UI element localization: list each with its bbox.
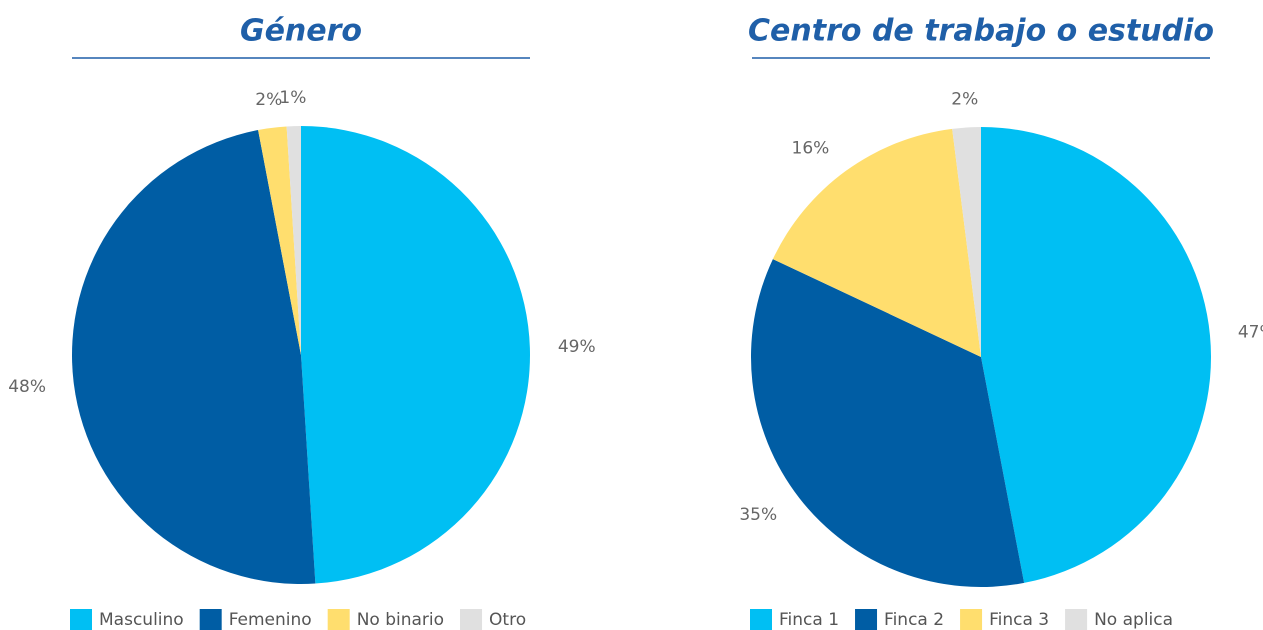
- legend-label: Otro: [489, 610, 526, 630]
- data-label: 48%: [8, 377, 46, 397]
- data-label: 16%: [792, 138, 830, 158]
- legend-swatch: [855, 609, 878, 630]
- legend-swatch: [70, 609, 92, 630]
- pie-slice: [258, 126, 301, 356]
- pie-slice: [751, 259, 1025, 587]
- legend-label: Masculino: [99, 610, 184, 630]
- data-label: 1%: [279, 88, 306, 108]
- legend-label: No aplica: [1094, 610, 1173, 630]
- data-label: 35%: [739, 505, 777, 525]
- pie-slice: [772, 128, 981, 357]
- legend-label: No binario: [357, 610, 444, 630]
- chart-title: Centro de trabajo o estudio: [748, 14, 1214, 49]
- legend-swatch: [460, 609, 483, 630]
- pie-slice: [72, 130, 316, 584]
- data-label: 2%: [951, 90, 978, 110]
- legend-label: Finca 2: [884, 610, 944, 630]
- legend-swatch: [960, 609, 983, 630]
- legend-swatch: [327, 609, 350, 630]
- pie-slice: [952, 127, 981, 357]
- pie-slice: [981, 127, 1211, 583]
- legend-label: Finca 3: [989, 610, 1049, 630]
- legend-label: Femenino: [229, 610, 312, 630]
- data-label: 2%: [255, 90, 282, 110]
- legend-swatch: [199, 609, 222, 630]
- legend-swatch: [750, 609, 772, 630]
- pie-slice: [301, 126, 530, 584]
- data-label: 47%: [1238, 323, 1263, 343]
- data-label: 49%: [558, 337, 596, 357]
- pie-slice: [286, 126, 301, 355]
- legend-swatch: [1065, 609, 1088, 630]
- legend-label: Finca 1: [779, 610, 839, 630]
- chart-title: Género: [240, 14, 362, 49]
